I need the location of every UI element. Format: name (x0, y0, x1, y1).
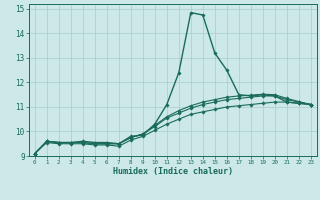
X-axis label: Humidex (Indice chaleur): Humidex (Indice chaleur) (113, 167, 233, 176)
